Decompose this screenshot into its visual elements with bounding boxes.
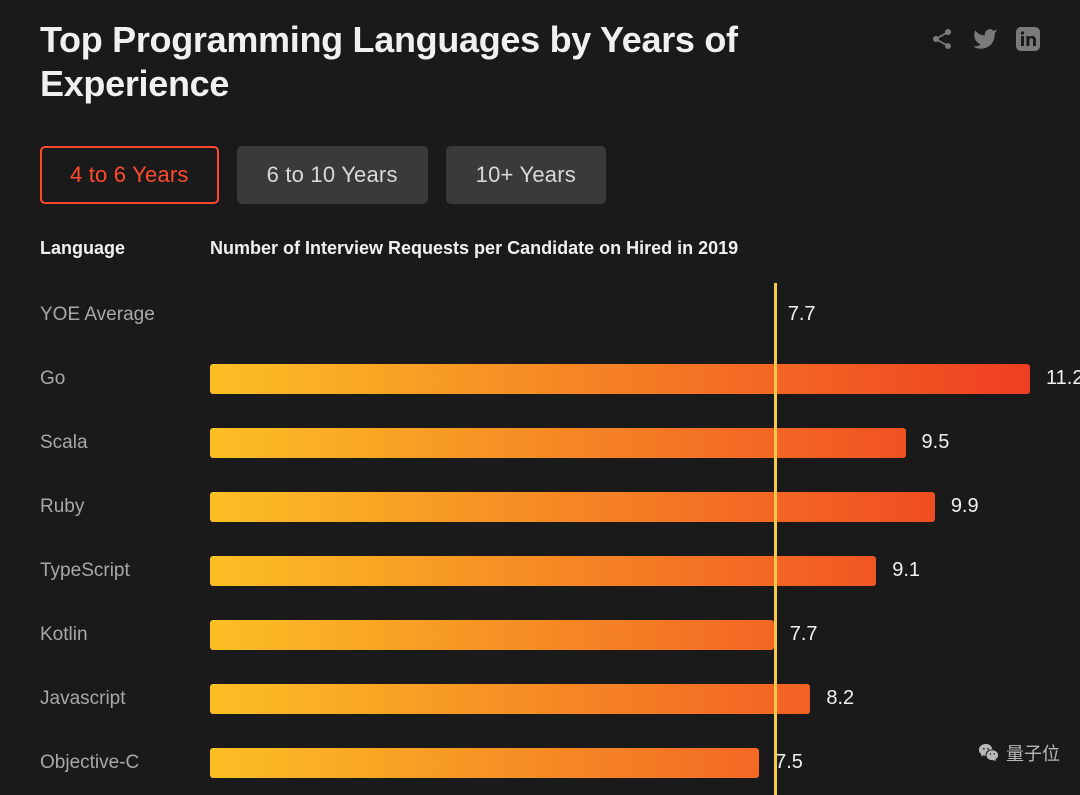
bar-area: 7.7 bbox=[210, 300, 1040, 330]
bar bbox=[210, 684, 810, 714]
tab-0[interactable]: 4 to 6 Years bbox=[40, 146, 219, 204]
row-label: Kotlin bbox=[40, 624, 210, 646]
twitter-icon[interactable] bbox=[972, 26, 998, 57]
bar-value: 9.1 bbox=[892, 559, 920, 582]
wechat-icon bbox=[978, 742, 1000, 764]
bar-value: 7.7 bbox=[788, 303, 816, 326]
bar bbox=[210, 492, 935, 522]
row-language: Kotlin 7.7 bbox=[40, 603, 1040, 667]
row-label: TypeScript bbox=[40, 560, 210, 582]
row-language: Ruby 9.9 bbox=[40, 475, 1040, 539]
chart: Language Number of Interview Requests pe… bbox=[40, 238, 1040, 795]
header: Top Programming Languages by Years of Ex… bbox=[40, 18, 1040, 106]
row-label: Ruby bbox=[40, 496, 210, 518]
row-language: Javascript 8.2 bbox=[40, 667, 1040, 731]
bar-value: 9.5 bbox=[922, 431, 950, 454]
page-title: Top Programming Languages by Years of Ex… bbox=[40, 18, 820, 106]
chart-rows: YOE Average 7.7 Go11.2 Scala 9.5 Ruby 9.9 TypeS… bbox=[40, 283, 1040, 795]
bar-area: 9.5 bbox=[210, 428, 1040, 458]
column-metric: Number of Interview Requests per Candida… bbox=[210, 238, 738, 259]
bar bbox=[210, 428, 906, 458]
bar-value: 9.9 bbox=[951, 495, 979, 518]
linkedin-icon[interactable] bbox=[1016, 27, 1040, 56]
tab-1[interactable]: 6 to 10 Years bbox=[237, 146, 428, 204]
column-language: Language bbox=[40, 238, 210, 259]
row-language: Go11.2 bbox=[40, 347, 1040, 411]
bar-area: 7.5 bbox=[210, 748, 1040, 778]
bar bbox=[210, 620, 774, 650]
row-language: Objective-C 7.5 bbox=[40, 731, 1040, 795]
bar bbox=[210, 364, 1030, 394]
bar-area: 8.2 bbox=[210, 684, 1040, 714]
share-icon[interactable] bbox=[930, 27, 954, 56]
bar-value: 7.5 bbox=[775, 751, 803, 774]
row-label: Objective-C bbox=[40, 752, 210, 774]
bar-value: 11.2 bbox=[1046, 367, 1080, 390]
row-label: Go bbox=[40, 368, 210, 390]
column-headers: Language Number of Interview Requests pe… bbox=[40, 238, 1040, 259]
tabs: 4 to 6 Years 6 to 10 Years 10+ Years bbox=[40, 146, 1040, 204]
share-icons bbox=[930, 18, 1040, 57]
tab-2[interactable]: 10+ Years bbox=[446, 146, 606, 204]
row-label: YOE Average bbox=[40, 304, 210, 326]
watermark-text: 量子位 bbox=[1006, 740, 1060, 766]
watermark: 量子位 bbox=[978, 740, 1060, 766]
row-average: YOE Average 7.7 bbox=[40, 283, 1040, 347]
bar-area: 9.9 bbox=[210, 492, 1040, 522]
bar-value: 8.2 bbox=[826, 687, 854, 710]
average-line bbox=[774, 283, 777, 795]
row-label: Javascript bbox=[40, 688, 210, 710]
row-label: Scala bbox=[40, 432, 210, 454]
bar-value: 7.7 bbox=[790, 623, 818, 646]
bar-area: 11.2 bbox=[210, 364, 1080, 394]
row-language: Scala 9.5 bbox=[40, 411, 1040, 475]
row-language: TypeScript 9.1 bbox=[40, 539, 1040, 603]
bar-area: 9.1 bbox=[210, 556, 1040, 586]
bar bbox=[210, 748, 759, 778]
bar-area: 7.7 bbox=[210, 620, 1040, 650]
